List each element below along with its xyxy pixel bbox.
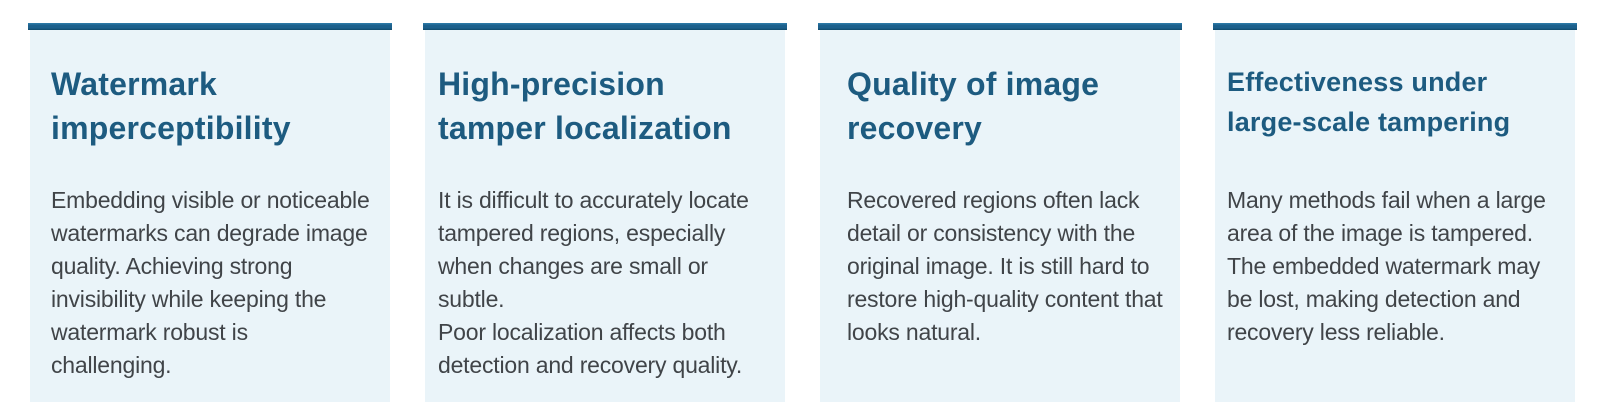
card-quality-of-image-recovery: Quality of image recovery Recovered regi… (818, 23, 1182, 402)
card-accent-bar (818, 23, 1182, 30)
card-title: Effectiveness under large-scale tamperin… (1227, 67, 1511, 137)
card-watermark-imperceptibility: Watermark imperceptibility Embedding vis… (28, 23, 392, 402)
card-accent-bar (423, 23, 787, 30)
card-description: Many methods fail when a large area of t… (1227, 187, 1546, 345)
card-title: Watermark imperceptibility (51, 66, 291, 146)
cards-row: Watermark imperceptibility Embedding vis… (28, 23, 1577, 402)
card-title: High-precision tamper localization (438, 66, 732, 146)
card-title: Quality of image recovery (847, 66, 1100, 146)
card-description: Embedding visible or noticeable watermar… (51, 187, 370, 378)
card-effectiveness-under-large-scale-tampering: Effectiveness under large-scale tamperin… (1213, 23, 1577, 402)
card-body: High-precision tamper localization It is… (425, 30, 785, 402)
card-high-precision-tamper-localization: High-precision tamper localization It is… (423, 23, 787, 402)
card-body: Watermark imperceptibility Embedding vis… (30, 30, 390, 402)
card-accent-bar (28, 23, 392, 30)
card-body: Quality of image recovery Recovered regi… (820, 30, 1180, 402)
card-accent-bar (1213, 23, 1577, 30)
card-description: It is difficult to accurately locate tam… (438, 187, 749, 378)
card-body: Effectiveness under large-scale tamperin… (1215, 30, 1575, 402)
card-description: Recovered regions often lack detail or c… (847, 187, 1163, 345)
